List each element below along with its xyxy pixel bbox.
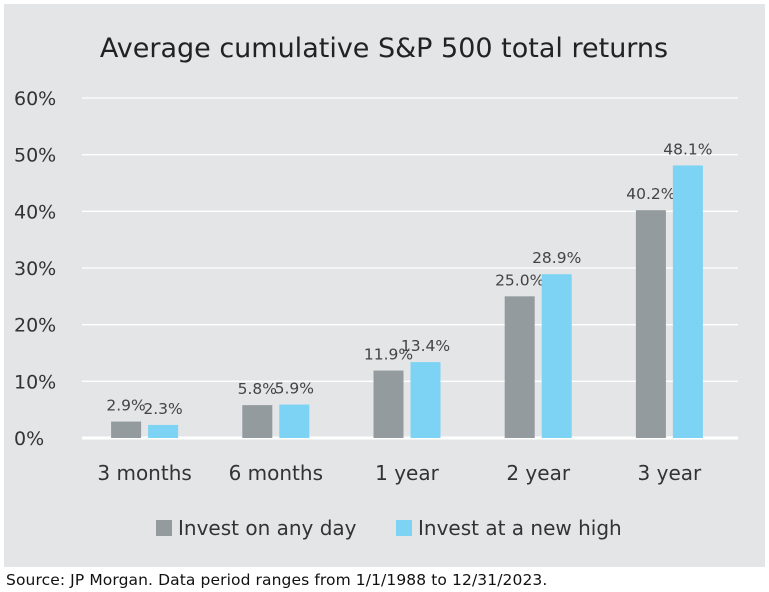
bar-new-high — [410, 362, 441, 438]
y-tick-label: 10% — [14, 371, 56, 393]
legend-swatch-any-day — [156, 520, 172, 536]
data-label: 13.4% — [401, 337, 450, 355]
data-label: 2.9% — [106, 397, 145, 415]
chart-panel: Average cumulative S&P 500 total returns… — [4, 4, 765, 567]
x-tick-label: 3 year — [638, 461, 702, 485]
bar-any-day — [635, 210, 666, 438]
data-label: 48.1% — [663, 140, 712, 158]
x-tick-label: 1 year — [375, 461, 439, 485]
data-label: 5.9% — [275, 380, 314, 398]
bar-any-day — [242, 405, 273, 438]
data-label: 25.0% — [495, 271, 544, 289]
chart-title: Average cumulative S&P 500 total returns — [100, 33, 668, 64]
data-label: 11.9% — [364, 346, 413, 364]
data-label: 28.9% — [532, 249, 581, 267]
y-tick-label: 30% — [14, 258, 56, 280]
bar-any-day — [373, 370, 404, 438]
x-tick-label: 2 year — [506, 461, 570, 485]
y-tick-label: 60% — [14, 88, 56, 110]
legend-label: Invest at a new high — [418, 516, 622, 540]
y-tick-label: 50% — [14, 145, 56, 167]
data-label: 2.3% — [143, 400, 182, 418]
y-tick-label: 0% — [14, 428, 44, 450]
data-label: 40.2% — [626, 185, 675, 203]
bar-new-high — [279, 404, 310, 438]
bar-new-high — [672, 165, 703, 438]
gridlines — [82, 97, 738, 440]
x-tick-label: 6 months — [229, 461, 323, 485]
y-tick-label: 20% — [14, 315, 56, 337]
data-label: 5.8% — [238, 380, 277, 398]
bar-any-day — [504, 296, 535, 438]
legend-label: Invest on any day — [178, 516, 357, 540]
bar-any-day — [111, 421, 142, 438]
x-tick-label: 3 months — [97, 461, 191, 485]
y-tick-label: 40% — [14, 201, 56, 223]
y-axis: 0% 10% 20% 30% 40% 50% 60% — [14, 88, 56, 450]
bar-new-high — [148, 424, 179, 438]
bars: 2.9%2.3% 5.8%5.9% 11.9%13.4% 25.0% 28.9% 40.2… — [106, 140, 713, 438]
legend-swatch-new-high — [396, 520, 412, 536]
bar-chart: Average cumulative S&P 500 total returns… — [14, 33, 738, 540]
source-note: Source: JP Morgan. Data period ranges fr… — [6, 571, 548, 589]
legend: Invest on any day Invest at a new high — [156, 516, 622, 540]
bar-new-high — [541, 274, 572, 438]
x-axis: 3 months 6 months 1 year 2 year 3 year — [97, 461, 702, 485]
